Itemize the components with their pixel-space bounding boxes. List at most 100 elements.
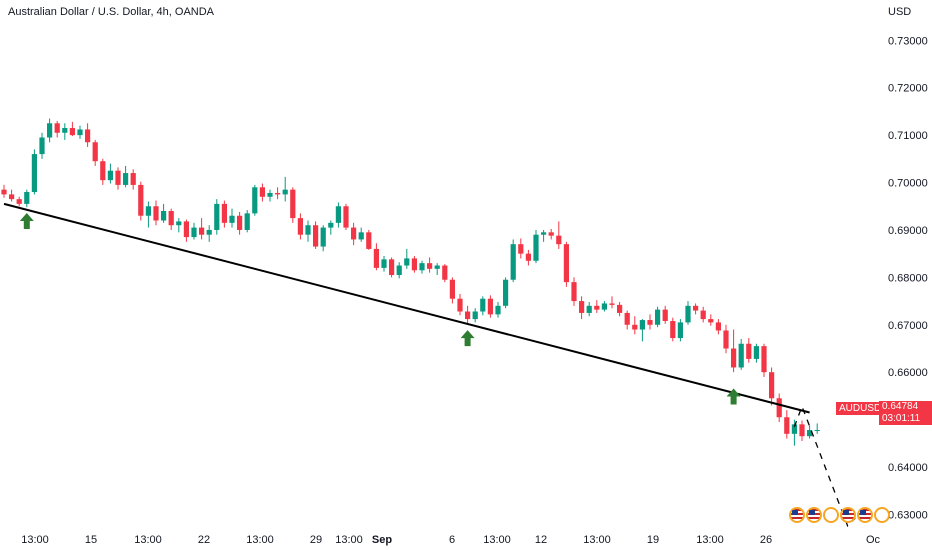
- candle[interactable]: [715, 322, 721, 331]
- candle[interactable]: [647, 320, 653, 325]
- candle[interactable]: [54, 123, 60, 133]
- candle[interactable]: [541, 232, 547, 235]
- candle[interactable]: [632, 324, 638, 330]
- candle[interactable]: [601, 303, 607, 310]
- candle[interactable]: [761, 346, 767, 373]
- candle[interactable]: [434, 265, 440, 269]
- candle[interactable]: [533, 234, 539, 261]
- candle[interactable]: [115, 170, 121, 185]
- projection-path[interactable]: [793, 404, 856, 527]
- trendline[interactable]: [3, 202, 810, 414]
- candle[interactable]: [791, 424, 797, 434]
- candle[interactable]: [69, 128, 75, 136]
- candle[interactable]: [161, 210, 167, 221]
- candle[interactable]: [404, 258, 410, 266]
- candle[interactable]: [47, 123, 53, 138]
- candle[interactable]: [465, 311, 471, 320]
- candle[interactable]: [145, 206, 151, 216]
- candle[interactable]: [442, 265, 448, 280]
- candle[interactable]: [123, 173, 129, 185]
- candle[interactable]: [769, 372, 775, 399]
- candle[interactable]: [77, 129, 83, 136]
- us-flag-icon[interactable]: [857, 507, 873, 523]
- candle[interactable]: [351, 227, 357, 240]
- price-axis[interactable]: 0.73000 0.72000 0.71000 0.70000 0.69000 0.680…: [888, 35, 928, 521]
- candle[interactable]: [138, 184, 144, 216]
- candle[interactable]: [624, 312, 630, 325]
- candle[interactable]: [427, 263, 433, 269]
- candle[interactable]: [153, 206, 159, 221]
- candle[interactable]: [503, 279, 509, 306]
- candle[interactable]: [252, 187, 258, 214]
- candle[interactable]: [670, 320, 676, 339]
- arrow-up-icon[interactable]: [19, 213, 34, 230]
- candle[interactable]: [259, 187, 265, 197]
- candle[interactable]: [107, 170, 113, 181]
- candle[interactable]: [168, 210, 174, 226]
- candle[interactable]: [62, 128, 68, 133]
- candle[interactable]: [183, 221, 189, 238]
- candle[interactable]: [617, 304, 623, 313]
- candle[interactable]: [784, 417, 790, 434]
- symbol-tag[interactable]: AUDUSD: [836, 402, 885, 415]
- candle[interactable]: [297, 218, 303, 235]
- candle[interactable]: [723, 330, 729, 349]
- candle[interactable]: [24, 192, 30, 204]
- candle[interactable]: [343, 206, 349, 228]
- candle[interactable]: [746, 343, 752, 359]
- candle[interactable]: [100, 161, 106, 181]
- candle[interactable]: [275, 192, 281, 195]
- candle[interactable]: [366, 232, 372, 249]
- candle[interactable]: [487, 298, 493, 315]
- candle[interactable]: [31, 154, 37, 193]
- candle[interactable]: [563, 244, 569, 283]
- us-flag-icon[interactable]: [789, 507, 805, 523]
- candle[interactable]: [206, 229, 212, 235]
- candle[interactable]: [229, 215, 235, 223]
- arrow-up-icon[interactable]: [460, 330, 475, 347]
- candle[interactable]: [700, 310, 706, 320]
- candle[interactable]: [579, 301, 585, 313]
- candle[interactable]: [609, 303, 615, 305]
- candle[interactable]: [92, 142, 98, 162]
- candle[interactable]: [381, 259, 387, 268]
- candle[interactable]: [548, 232, 554, 236]
- candle[interactable]: [556, 235, 562, 245]
- candle[interactable]: [237, 215, 243, 230]
- calendar-event-icon[interactable]: [874, 507, 890, 523]
- candle[interactable]: [586, 305, 592, 313]
- candle[interactable]: [799, 424, 805, 437]
- candle[interactable]: [373, 248, 379, 268]
- candle[interactable]: [807, 430, 813, 437]
- candle[interactable]: [244, 213, 250, 230]
- us-flag-icon[interactable]: [806, 507, 822, 523]
- candle[interactable]: [639, 320, 645, 330]
- time-axis[interactable]: 13:00 15 13:00 22 13:00 29 13:00 Sep 6 13:00 12 13:…: [21, 534, 880, 546]
- calendar-event-icon[interactable]: [823, 507, 839, 523]
- candle[interactable]: [221, 203, 227, 223]
- candle[interactable]: [396, 265, 402, 275]
- candle[interactable]: [495, 305, 501, 315]
- candle[interactable]: [85, 129, 91, 143]
- candle[interactable]: [313, 225, 319, 247]
- candle[interactable]: [290, 189, 296, 219]
- candle[interactable]: [191, 227, 197, 238]
- candle[interactable]: [411, 258, 417, 271]
- candle[interactable]: [130, 173, 136, 185]
- candle[interactable]: [457, 298, 463, 312]
- candle[interactable]: [677, 322, 683, 339]
- candle[interactable]: [358, 232, 364, 240]
- candle[interactable]: [419, 263, 425, 271]
- candle[interactable]: [320, 227, 326, 247]
- candle[interactable]: [199, 227, 205, 235]
- candle[interactable]: [305, 225, 311, 235]
- candle[interactable]: [814, 430, 820, 432]
- candle[interactable]: [282, 189, 288, 195]
- candle[interactable]: [16, 199, 22, 204]
- candle[interactable]: [738, 343, 744, 368]
- candle[interactable]: [685, 305, 691, 323]
- candle[interactable]: [776, 398, 782, 418]
- candle[interactable]: [518, 244, 524, 254]
